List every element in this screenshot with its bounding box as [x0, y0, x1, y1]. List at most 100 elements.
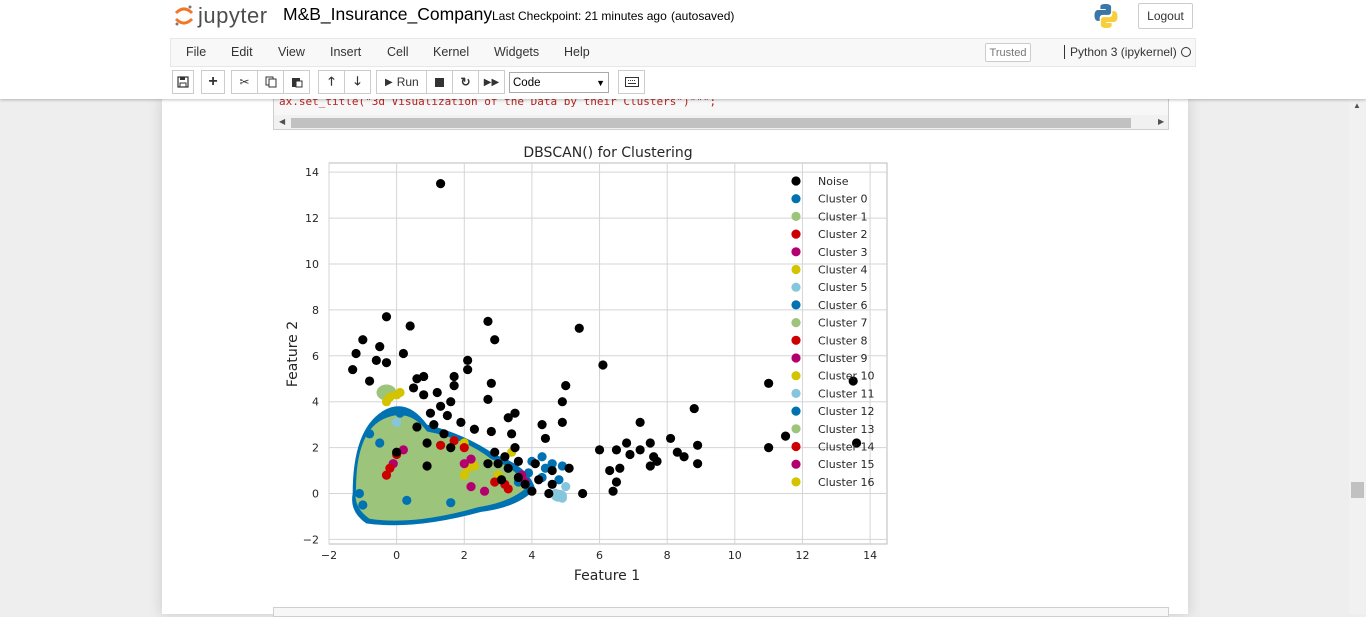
noise-point [848, 376, 858, 386]
notebook-header: jupyter M&B_Insurance_Company Last Check… [0, 0, 1366, 99]
noise-point [764, 378, 774, 388]
noise-point [693, 459, 703, 469]
noise-point [439, 429, 449, 439]
cluster-0-point [537, 452, 547, 462]
horizontal-scrollbar[interactable]: ◀ ▶ [274, 115, 1168, 129]
noise-point [375, 342, 385, 352]
noise-point [689, 403, 699, 414]
menu-insert[interactable]: Insert [330, 45, 362, 59]
legend-marker [791, 211, 801, 221]
noise-point [780, 431, 791, 441]
chevron-down-icon: ▼ [596, 77, 605, 88]
checkpoint-status: Last Checkpoint: 21 minutes ago [492, 9, 667, 23]
cluster-0-point [375, 438, 385, 448]
noise-point [557, 397, 567, 407]
cluster-4-point [469, 461, 480, 471]
noise-point [493, 459, 503, 469]
cluster-0-point [395, 408, 405, 418]
logout-button[interactable]: Logout [1138, 3, 1193, 29]
restart-run-all-button[interactable]: ▶▶ [478, 70, 505, 94]
python-logo-icon [1094, 4, 1118, 28]
next-code-cell[interactable] [273, 607, 1169, 617]
menu-kernel[interactable]: Kernel [433, 45, 470, 59]
noise-point [496, 475, 507, 485]
menu-widgets[interactable]: Widgets [494, 45, 540, 59]
noise-point [561, 381, 571, 391]
noise-point [544, 488, 554, 499]
menu-edit[interactable]: Edit [231, 45, 253, 59]
restart-button[interactable]: ↻ [452, 70, 479, 94]
legend-label: Cluster 9 [818, 352, 868, 365]
noise-point [392, 447, 402, 457]
command-palette-button[interactable] [618, 70, 645, 94]
trusted-badge[interactable]: Trusted [985, 43, 1031, 62]
interrupt-button[interactable] [426, 70, 453, 94]
cell-type-select[interactable]: Code ▼ [509, 72, 609, 93]
noise-point [432, 387, 442, 398]
jupyter-logo[interactable]: jupyter [174, 3, 268, 29]
cut-icon: ✂ [239, 75, 250, 89]
x-tick-label: −2 [321, 549, 337, 562]
noise-point [351, 348, 361, 359]
move-up-button[interactable]: 🡑 [318, 70, 345, 94]
x-tick-label: 6 [596, 549, 603, 562]
noise-point [486, 378, 496, 388]
vertical-scrollbar[interactable]: ▲ [1349, 99, 1366, 614]
x-tick-label: 10 [728, 549, 742, 562]
copy-button[interactable] [257, 70, 284, 94]
legend-marker [791, 406, 801, 416]
noise-point [412, 422, 422, 432]
legend-marker [791, 441, 801, 452]
jupyter-logo-icon [174, 5, 194, 26]
paste-button[interactable] [283, 70, 310, 94]
noise-point [446, 443, 456, 453]
x-axis-ticks: −2 0 2 4 6 8 10 12 14 [321, 549, 877, 562]
noise-point [490, 447, 500, 457]
scroll-right-icon[interactable]: ▶ [1158, 117, 1165, 126]
cluster-0-point [554, 475, 564, 485]
scroll-left-icon[interactable]: ◀ [279, 117, 286, 126]
move-down-button[interactable]: 🡓 [344, 70, 371, 94]
noise-point [500, 452, 510, 462]
menu-help[interactable]: Help [564, 45, 590, 59]
menu-view[interactable]: View [278, 45, 305, 59]
legend-marker [791, 353, 801, 363]
noise-point [594, 445, 605, 455]
noise-point [557, 417, 567, 427]
noise-point [513, 456, 523, 466]
legend-marker [791, 371, 801, 381]
noise-point [405, 321, 415, 331]
notebook-name[interactable]: M&B_Insurance_Company [283, 4, 493, 24]
legend-marker [791, 300, 801, 310]
cut-button[interactable]: ✂ [231, 70, 258, 94]
run-icon: ▶ [385, 76, 393, 88]
legend-label: Cluster 15 [818, 458, 875, 471]
noise-point [422, 438, 432, 448]
y-tick-label: 4 [312, 396, 319, 409]
noise-point [608, 486, 618, 496]
horizontal-scrollbar-thumb[interactable] [291, 118, 1131, 128]
scroll-up-icon[interactable]: ▲ [1353, 101, 1361, 110]
cluster-2-point [503, 484, 513, 494]
menu-cell[interactable]: Cell [387, 45, 409, 59]
noise-point [510, 443, 520, 453]
run-button[interactable]: ▶ Run [376, 70, 427, 94]
insert-cell-button[interactable]: + [201, 70, 225, 94]
save-button[interactable] [172, 70, 194, 94]
vertical-scrollbar-thumb[interactable] [1351, 482, 1364, 498]
menu-file[interactable]: File [186, 45, 207, 59]
legend-label: Cluster 14 [818, 441, 875, 454]
noise-point [547, 465, 557, 476]
kernel-name[interactable]: Python 3 (ipykernel) [1064, 45, 1177, 59]
noise-point [436, 179, 446, 189]
noise-point [422, 461, 432, 471]
noise-point [598, 360, 608, 370]
fast-forward-icon: ▶▶ [483, 76, 500, 88]
cell-type-value: Code [513, 76, 541, 89]
noise-point [449, 381, 459, 391]
noise-point [408, 383, 419, 393]
point-layer [348, 179, 862, 526]
noise-point [371, 355, 381, 365]
noise-point [398, 348, 408, 359]
restart-icon: ↻ [460, 75, 471, 89]
